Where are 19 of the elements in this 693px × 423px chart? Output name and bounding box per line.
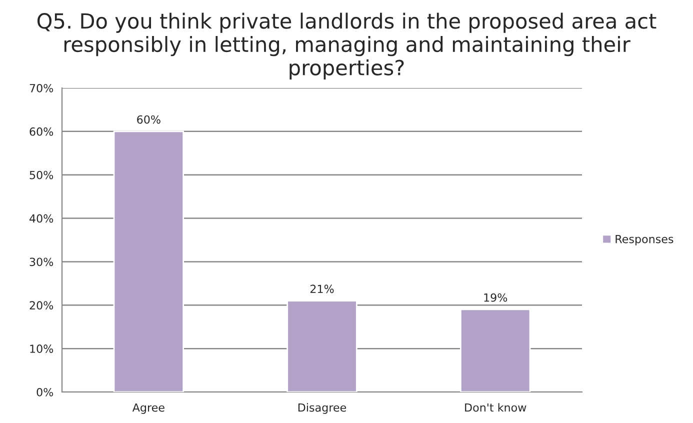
y-tick-label: 60% xyxy=(30,127,54,136)
bar xyxy=(460,308,531,392)
x-tick-label: Disagree xyxy=(298,403,346,414)
text: 21% xyxy=(310,284,334,294)
y-tick-label: 40% xyxy=(30,214,54,223)
y-tick-label: 0% xyxy=(36,388,54,396)
y-tick-label: 50% xyxy=(30,170,54,180)
text: 19% xyxy=(484,293,508,302)
y-tick-label: 20% xyxy=(30,301,54,310)
legend-label: Responses xyxy=(616,234,674,246)
y-tick-label: 30% xyxy=(30,258,54,266)
bar xyxy=(286,300,358,392)
bar xyxy=(113,130,184,392)
text: 60% xyxy=(137,115,160,124)
x-tick-label: Agree xyxy=(132,403,164,414)
chart-title: Q5. Do you think private landlords in the proposed area act responsibly in letting, managing and maintaining their properties? xyxy=(37,12,656,80)
y-tick-label: 10% xyxy=(30,344,54,353)
x-tick-label: Don't know xyxy=(465,403,526,412)
y-tick-label: 70% xyxy=(30,84,54,92)
